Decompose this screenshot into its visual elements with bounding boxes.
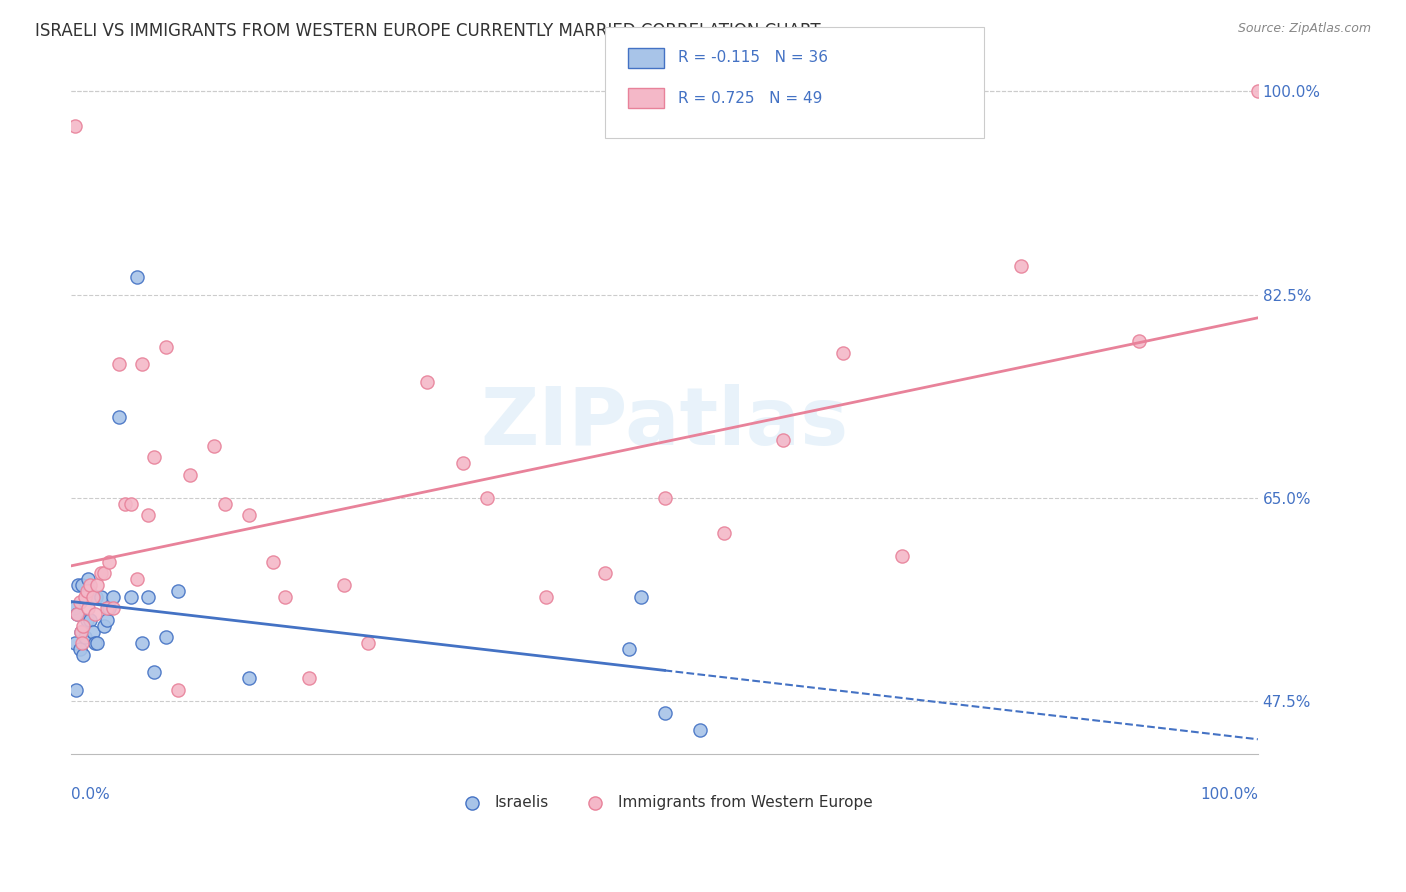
Point: [713, 525, 735, 540]
Point: [274, 590, 297, 604]
Text: 100.0%: 100.0%: [1199, 788, 1258, 802]
Point: [475, 491, 498, 505]
Point: [96, 613, 118, 627]
Text: R = 0.725   N = 49: R = 0.725 N = 49: [678, 91, 823, 105]
Point: [333, 578, 356, 592]
Point: [1247, 84, 1270, 98]
Point: [66, 607, 89, 621]
Point: [69, 595, 91, 609]
Point: [82, 624, 104, 639]
Point: [416, 375, 439, 389]
Point: [617, 642, 640, 657]
Point: [63, 636, 86, 650]
Point: [75, 590, 97, 604]
Point: [82, 590, 104, 604]
Point: [76, 601, 98, 615]
Point: [90, 590, 112, 604]
Point: [534, 590, 557, 604]
Text: R = -0.115   N = 36: R = -0.115 N = 36: [678, 51, 828, 65]
Point: [86, 636, 108, 650]
Point: [67, 578, 90, 592]
Point: [654, 706, 676, 720]
Point: [69, 624, 91, 639]
Point: [72, 648, 94, 662]
Point: [66, 607, 89, 621]
Point: [138, 508, 160, 523]
Point: [70, 636, 93, 650]
Point: [77, 583, 100, 598]
Point: [451, 456, 474, 470]
Point: [131, 636, 153, 650]
Text: ZIPatlas: ZIPatlas: [481, 384, 849, 462]
Point: [202, 439, 225, 453]
Point: [593, 566, 616, 581]
Point: [79, 613, 101, 627]
Point: [101, 590, 124, 604]
Point: [120, 590, 142, 604]
Point: [131, 357, 153, 371]
Point: [98, 601, 121, 615]
Point: [93, 566, 115, 581]
Point: [654, 491, 676, 505]
Point: [262, 555, 284, 569]
Point: [72, 618, 94, 632]
Point: [70, 578, 93, 592]
Point: [125, 270, 148, 285]
Point: [93, 618, 115, 632]
Point: [238, 671, 260, 685]
Point: [79, 578, 101, 592]
Point: [155, 631, 177, 645]
Point: [84, 590, 107, 604]
Point: [62, 601, 84, 615]
Point: [98, 555, 121, 569]
Point: [84, 607, 107, 621]
Point: [297, 671, 319, 685]
Text: 0.0%: 0.0%: [72, 788, 110, 802]
Point: [179, 467, 201, 482]
Point: [69, 642, 91, 657]
Legend: Israelis, Immigrants from Western Europe: Israelis, Immigrants from Western Europe: [450, 789, 879, 816]
Point: [125, 572, 148, 586]
Point: [76, 572, 98, 586]
Point: [831, 345, 853, 359]
Point: [76, 613, 98, 627]
Point: [96, 601, 118, 615]
Point: [114, 497, 136, 511]
Point: [155, 340, 177, 354]
Point: [120, 497, 142, 511]
Point: [214, 497, 236, 511]
Point: [101, 601, 124, 615]
Point: [689, 723, 711, 738]
Point: [65, 682, 87, 697]
Point: [630, 590, 652, 604]
Point: [107, 409, 129, 424]
Point: [75, 631, 97, 645]
Point: [890, 549, 912, 563]
Point: [772, 433, 794, 447]
Point: [357, 636, 380, 650]
Point: [69, 624, 91, 639]
Point: [84, 636, 107, 650]
Point: [238, 508, 260, 523]
Point: [76, 583, 98, 598]
Point: [143, 450, 166, 465]
Point: [63, 119, 86, 133]
Point: [1128, 334, 1150, 348]
Point: [1010, 259, 1032, 273]
Point: [138, 590, 160, 604]
Point: [143, 665, 166, 680]
Point: [90, 566, 112, 581]
Point: [107, 357, 129, 371]
Point: [86, 578, 108, 592]
Text: Source: ZipAtlas.com: Source: ZipAtlas.com: [1237, 22, 1371, 36]
Point: [167, 583, 190, 598]
Point: [167, 682, 190, 697]
Text: ISRAELI VS IMMIGRANTS FROM WESTERN EUROPE CURRENTLY MARRIED CORRELATION CHART: ISRAELI VS IMMIGRANTS FROM WESTERN EUROP…: [35, 22, 821, 40]
